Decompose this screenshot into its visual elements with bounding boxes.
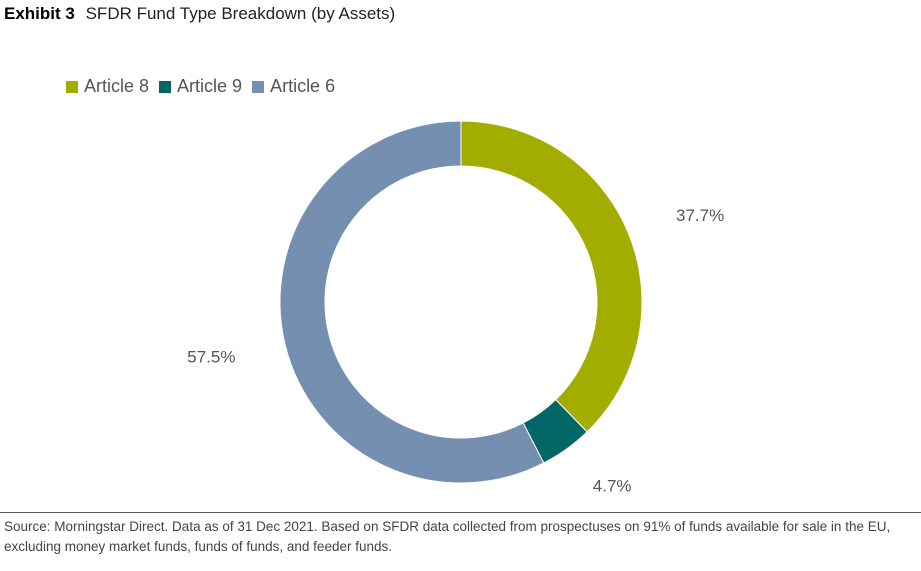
footer-divider	[0, 512, 921, 513]
exhibit-label: Exhibit 3	[4, 4, 75, 23]
legend-item-article-6: Article 6	[252, 76, 335, 97]
legend-swatch-article-9	[159, 80, 172, 93]
chart-title: Exhibit 3 SFDR Fund Type Breakdown (by A…	[4, 4, 395, 24]
legend: Article 8 Article 9 Article 6	[66, 76, 345, 97]
legend-label-article-6: Article 6	[270, 76, 336, 96]
legend-item-article-9: Article 9	[159, 76, 242, 97]
legend-swatch-article-6	[252, 80, 265, 93]
chart-subtitle: SFDR Fund Type Breakdown (by Assets)	[85, 4, 396, 23]
data-label-article-8: 37.7%	[676, 206, 724, 225]
donut-slices	[279, 120, 643, 484]
legend-item-article-8: Article 8	[66, 76, 149, 97]
donut-chart: 37.7% 4.7% 57.5%	[187, 120, 724, 496]
donut-data-labels: 37.7% 4.7% 57.5%	[187, 206, 724, 496]
legend-label-article-9: Article 9	[177, 76, 243, 96]
legend-swatch-article-8	[66, 80, 78, 93]
data-label-article-6: 57.5%	[187, 348, 235, 367]
donut-slice-article-6	[279, 120, 545, 484]
source-note: Source: Morningstar Direct. Data as of 3…	[4, 519, 891, 554]
legend-label-article-8: Article 8	[84, 76, 150, 96]
donut-slice-article-8	[460, 120, 643, 433]
data-label-article-9: 4.7%	[593, 477, 632, 496]
